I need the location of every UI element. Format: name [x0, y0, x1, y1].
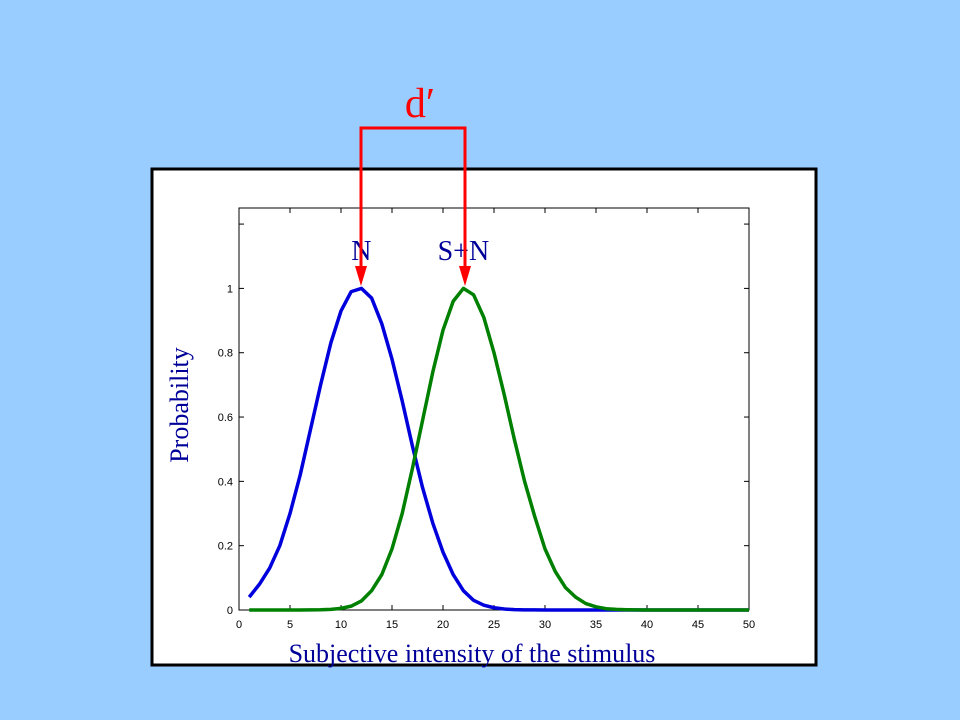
x-axis-label: Subjective intensity of the stimulus [289, 639, 656, 668]
y-tick-labels: 0 0.2 0.4 0.6 0.8 1 [218, 283, 233, 617]
y-tick-label: 0.8 [218, 348, 233, 360]
x-tick-label: 35 [590, 619, 602, 631]
y-tick-label: 0.4 [218, 476, 233, 488]
x-tick-label: 40 [641, 619, 653, 631]
x-tick-label: 20 [437, 619, 449, 631]
x-tick-label: 30 [539, 619, 551, 631]
x-tick-label: 5 [287, 619, 293, 631]
y-tick-label: 1 [227, 283, 233, 295]
y-axis-label: Probability [165, 347, 194, 463]
y-tick-label: 0.2 [218, 541, 233, 553]
x-tick-label: 50 [743, 619, 755, 631]
curve-label-s-plus-n: S+N [438, 236, 490, 267]
dprime-arrowhead-right [459, 266, 471, 286]
dprime-bracket: d′ [355, 81, 471, 286]
plot-area [238, 207, 750, 611]
x-tick-labels: 0 5 10 15 20 25 30 35 40 45 50 [236, 619, 755, 631]
x-tick-label: 45 [692, 619, 704, 631]
dprime-label: d′ [405, 81, 435, 127]
dprime-arrowhead-left [355, 266, 367, 286]
series-line-s-plus-n [249, 286, 749, 612]
x-tick-label: 25 [488, 619, 500, 631]
series-lines [247, 286, 749, 612]
x-tick-label: 10 [335, 619, 347, 631]
y-tick-label: 0 [227, 605, 233, 617]
dprime-bracket-line [359, 126, 467, 256]
y-tick-label: 0.6 [218, 412, 233, 424]
x-tick-label: 15 [386, 619, 398, 631]
x-tick-label: 0 [236, 619, 242, 631]
curve-labels: N S+N [351, 236, 489, 267]
